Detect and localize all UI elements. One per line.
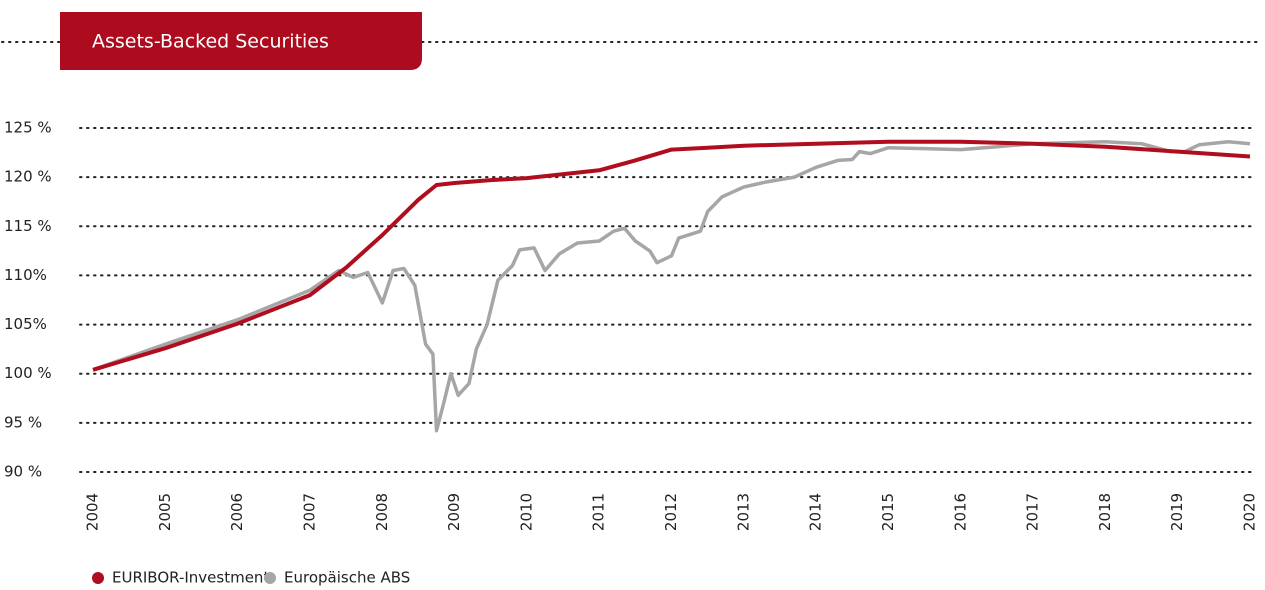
x-tick-label: 2013: [734, 493, 752, 531]
y-tick-label: 100 %: [4, 364, 52, 382]
x-tick-label: 2019: [1168, 493, 1186, 531]
x-tick-label: 2009: [445, 493, 463, 531]
x-tick-label: 2011: [590, 493, 608, 531]
y-tick-label: 115 %: [4, 217, 52, 235]
x-tick-label: 2010: [517, 493, 535, 531]
x-tick-label: 2018: [1096, 493, 1114, 531]
legend-marker: [264, 572, 276, 584]
chart-title: Assets-Backed Securities: [92, 31, 329, 53]
line: [92, 139, 1251, 372]
legend-marker: [92, 572, 104, 584]
y-tick-label: 120 %: [4, 168, 52, 186]
x-tick-label: 2004: [84, 493, 102, 531]
y-tick-label: 90 %: [4, 463, 42, 481]
x-tick-label: 2012: [662, 493, 680, 531]
y-tick-label: 125 %: [4, 119, 52, 137]
y-tick-label: 110%: [4, 266, 47, 284]
y-tick-label: 95 %: [4, 413, 42, 431]
legend-label: Europäische ABS: [284, 569, 410, 587]
x-tick-label: 2017: [1024, 493, 1042, 531]
x-tick-label: 2006: [228, 493, 246, 531]
x-tick-label: 2020: [1241, 493, 1259, 531]
x-tick-label: 2005: [156, 493, 174, 531]
title-tab: [60, 12, 422, 70]
x-tick-label: 2014: [807, 493, 825, 531]
x-tick-label: 2016: [951, 493, 969, 531]
x-tick-label: 2015: [879, 493, 897, 531]
legend-label: EURIBOR-Investment: [112, 569, 269, 587]
y-tick-label: 105%: [4, 315, 47, 333]
x-tick-label: 2007: [300, 493, 318, 531]
line: [92, 140, 1251, 433]
x-tick-label: 2008: [373, 493, 391, 531]
